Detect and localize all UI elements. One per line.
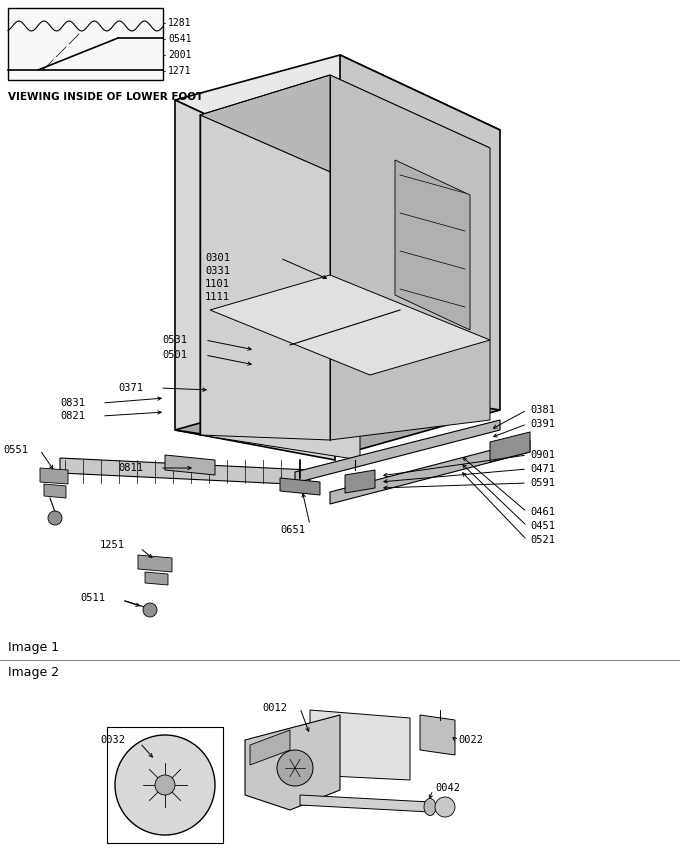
Text: 0042: 0042 bbox=[435, 783, 460, 793]
Polygon shape bbox=[295, 420, 500, 483]
Text: 0331: 0331 bbox=[205, 266, 230, 276]
Text: 0022: 0022 bbox=[458, 735, 483, 745]
Text: 1111: 1111 bbox=[205, 292, 230, 302]
Polygon shape bbox=[310, 710, 410, 780]
Polygon shape bbox=[490, 432, 530, 462]
Polygon shape bbox=[175, 385, 500, 455]
Text: 0901: 0901 bbox=[530, 450, 555, 460]
Text: Image 1: Image 1 bbox=[8, 641, 59, 654]
Polygon shape bbox=[200, 115, 360, 460]
Text: 0032: 0032 bbox=[100, 735, 125, 745]
Polygon shape bbox=[44, 484, 66, 498]
Text: 1271: 1271 bbox=[168, 66, 192, 76]
Text: 0511: 0511 bbox=[80, 593, 105, 603]
Text: 0391: 0391 bbox=[530, 419, 555, 429]
Text: 0301: 0301 bbox=[205, 253, 230, 263]
Polygon shape bbox=[395, 160, 470, 330]
Polygon shape bbox=[175, 100, 335, 460]
Polygon shape bbox=[300, 795, 430, 812]
Circle shape bbox=[155, 775, 175, 795]
Text: 0371: 0371 bbox=[118, 383, 143, 393]
Polygon shape bbox=[420, 715, 455, 755]
Text: 0811: 0811 bbox=[118, 463, 143, 473]
Text: 0541: 0541 bbox=[168, 34, 192, 44]
Ellipse shape bbox=[424, 799, 436, 816]
Polygon shape bbox=[40, 468, 68, 484]
Text: 0461: 0461 bbox=[530, 507, 555, 517]
Text: 0012: 0012 bbox=[262, 703, 287, 713]
Circle shape bbox=[143, 603, 157, 617]
Text: 0521: 0521 bbox=[530, 535, 555, 545]
Polygon shape bbox=[200, 75, 490, 185]
Polygon shape bbox=[345, 470, 375, 493]
Polygon shape bbox=[280, 478, 320, 495]
Text: 0551: 0551 bbox=[3, 445, 28, 455]
Text: 0451: 0451 bbox=[530, 521, 555, 531]
Text: 0651: 0651 bbox=[280, 525, 305, 535]
Text: 0591: 0591 bbox=[530, 478, 555, 488]
Polygon shape bbox=[145, 572, 168, 585]
Polygon shape bbox=[175, 55, 500, 175]
Text: 0821: 0821 bbox=[60, 411, 85, 421]
Polygon shape bbox=[138, 555, 172, 572]
Text: 0831: 0831 bbox=[60, 398, 85, 408]
Text: VIEWING INSIDE OF LOWER FOOT: VIEWING INSIDE OF LOWER FOOT bbox=[8, 92, 203, 102]
Polygon shape bbox=[245, 715, 340, 810]
Polygon shape bbox=[340, 55, 500, 430]
Polygon shape bbox=[330, 75, 490, 440]
Bar bbox=[107, 727, 223, 843]
Text: 0531: 0531 bbox=[162, 335, 187, 345]
Bar bbox=[8, 8, 163, 80]
Polygon shape bbox=[250, 730, 290, 765]
Circle shape bbox=[435, 797, 455, 817]
Text: 1251: 1251 bbox=[100, 540, 125, 550]
Text: 2001: 2001 bbox=[168, 50, 192, 60]
Circle shape bbox=[115, 735, 215, 835]
Circle shape bbox=[48, 511, 62, 525]
Text: 1101: 1101 bbox=[205, 279, 230, 289]
Polygon shape bbox=[330, 440, 530, 504]
Text: 1281: 1281 bbox=[168, 18, 192, 28]
Text: 0381: 0381 bbox=[530, 405, 555, 415]
Polygon shape bbox=[210, 275, 490, 375]
Text: 0471: 0471 bbox=[530, 464, 555, 474]
Circle shape bbox=[277, 750, 313, 786]
Text: Image 2: Image 2 bbox=[8, 666, 59, 679]
Polygon shape bbox=[60, 458, 310, 485]
Polygon shape bbox=[165, 455, 215, 475]
Text: 0501: 0501 bbox=[162, 350, 187, 360]
